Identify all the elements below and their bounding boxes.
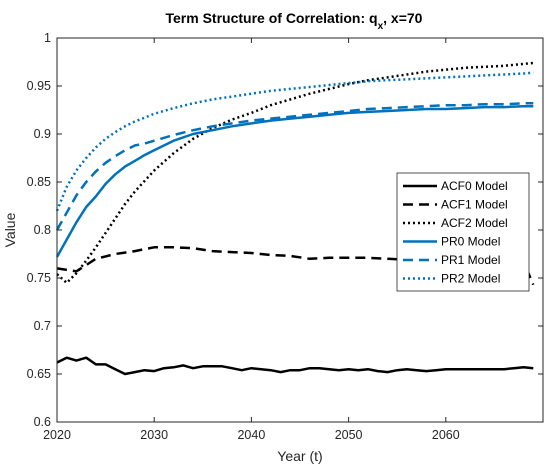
y-tick-label: 1	[44, 31, 51, 45]
legend: ACF0 Model ACF1 Model ACF2 Model PR0 Model P…	[396, 172, 530, 292]
series-line-pr1-model	[55, 102, 534, 231]
y-tick-label: 0.95	[27, 79, 51, 93]
legend-label: PR1 Model	[441, 253, 500, 267]
series-line-acf1-model	[56, 246, 535, 286]
series-line-acf2-model	[56, 61, 534, 285]
x-tick-label: 2050	[335, 428, 363, 442]
legend-label: PR2 Model	[441, 272, 500, 286]
chart-title: Term Structure of Correlation: qx, x=70	[166, 10, 423, 32]
series-line-acf0-model	[56, 356, 534, 376]
legend-box	[396, 172, 530, 292]
y-tick-label: 0.6	[34, 415, 51, 429]
legend-label: ACF2 Model	[441, 216, 508, 230]
legend-label: PR0 Model	[441, 235, 500, 249]
x-tick-label: 2020	[43, 428, 71, 442]
y-tick-label: 0.8	[34, 223, 51, 237]
series-layer	[55, 61, 535, 376]
series-line-pr0-model	[55, 104, 534, 258]
y-tick-label: 0.85	[27, 175, 51, 189]
x-tick-label: 2060	[432, 428, 460, 442]
x-tick-label: 2040	[237, 428, 265, 442]
legend-label: ACF0 Model	[441, 179, 508, 193]
y-tick-label: 0.65	[27, 367, 51, 381]
x-axis-label: Year (t)	[277, 448, 322, 464]
y-tick-label: 0.75	[27, 271, 51, 285]
tick-layer: 2020 2030 2040 2050 2060 0.6 0.65 0.7 0.75 0.8 0.8…	[27, 31, 543, 442]
y-tick-label: 0.7	[34, 319, 51, 333]
legend-label: ACF1 Model	[441, 198, 508, 212]
x-tick-label: 2030	[140, 428, 168, 442]
y-axis-label: Value	[2, 212, 18, 247]
y-tick-label: 0.9	[34, 127, 51, 141]
